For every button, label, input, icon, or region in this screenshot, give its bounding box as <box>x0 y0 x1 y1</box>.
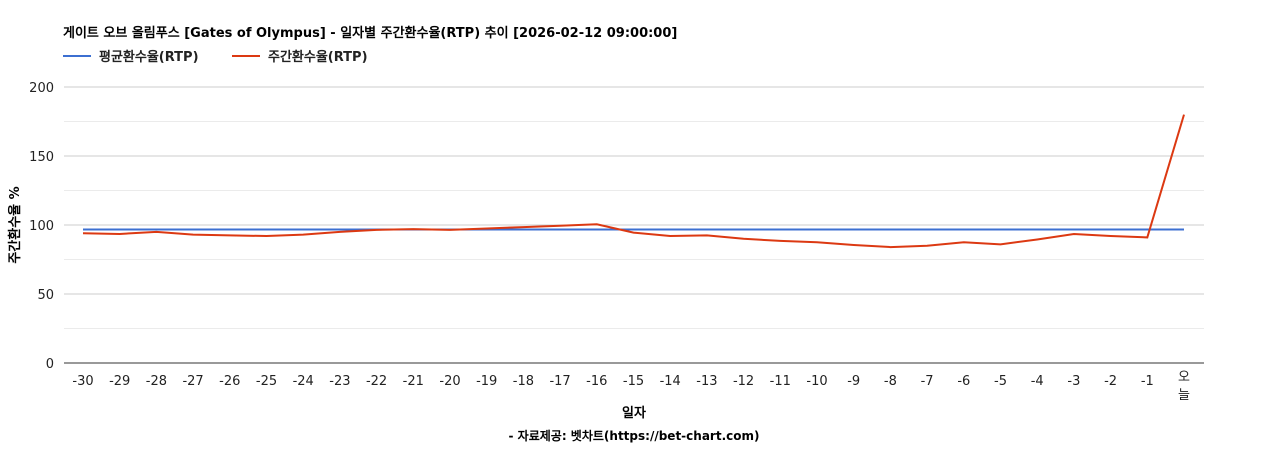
x-tick-label: -23 <box>329 374 350 389</box>
x-axis-label: 일자 <box>622 406 646 421</box>
x-tick-label: -12 <box>733 374 754 389</box>
x-tick-label: -29 <box>109 374 130 389</box>
series-line-weekly <box>82 114 1185 249</box>
x-tick-label: -26 <box>219 374 240 389</box>
x-tick-label: -18 <box>513 374 534 389</box>
y-tick-label: 50 <box>37 288 54 303</box>
x-tick-label: -11 <box>770 374 791 389</box>
x-tick-label: -30 <box>72 374 93 389</box>
x-tick-label: 늘 <box>1178 388 1190 403</box>
x-tick-label: -13 <box>696 374 717 389</box>
y-tick-label: 200 <box>29 81 54 96</box>
source-credit: - 자료제공: 벳차트(https://bet-chart.com) <box>508 429 760 443</box>
legend-label-weekly: 주간환수율(RTP) <box>268 50 368 65</box>
x-tick-label: -3 <box>1067 374 1080 389</box>
x-tick-label: -9 <box>847 374 860 389</box>
legend-swatch-weekly <box>232 54 260 57</box>
x-tick-label: -4 <box>1031 374 1044 389</box>
x-tick-label: -7 <box>921 374 934 389</box>
x-tick-label: -2 <box>1104 374 1117 389</box>
x-tick-label: -17 <box>549 374 570 389</box>
x-tick-label: -28 <box>146 374 167 389</box>
x-tick-label: -1 <box>1141 374 1154 389</box>
x-tick-label: -22 <box>366 374 387 389</box>
legend-swatch-average <box>63 54 91 57</box>
legend-item-weekly[interactable]: 주간환수율(RTP) <box>232 46 368 65</box>
x-tick-label: -24 <box>293 374 314 389</box>
x-tick-label: -15 <box>623 374 644 389</box>
x-tick-label: -5 <box>994 374 1007 389</box>
x-tick-label: -16 <box>586 374 607 389</box>
y-tick-label: 0 <box>46 357 54 372</box>
x-tick-label: -25 <box>256 374 277 389</box>
y-tick-label: 100 <box>29 219 54 234</box>
legend-label-average: 평균환수율(RTP) <box>99 50 199 65</box>
chart-title: 게이트 오브 올림푸스 [Gates of Olympus] - 일자별 주간환… <box>63 26 678 41</box>
x-tick-label: -19 <box>476 374 497 389</box>
x-tick-label: -10 <box>806 374 827 389</box>
x-tick-label: -21 <box>403 374 424 389</box>
x-tick-label: -27 <box>182 374 203 389</box>
y-tick-label: 150 <box>29 150 54 165</box>
x-tick-label: -6 <box>957 374 970 389</box>
x-tick-label: -20 <box>439 374 460 389</box>
x-tick-label: -14 <box>660 374 681 389</box>
legend-item-average[interactable]: 평균환수율(RTP) <box>63 46 199 65</box>
x-tick-label: 오 <box>1178 370 1190 385</box>
x-tick-label: -8 <box>884 374 897 389</box>
y-axis-label: 주간환수율 % <box>8 186 23 264</box>
